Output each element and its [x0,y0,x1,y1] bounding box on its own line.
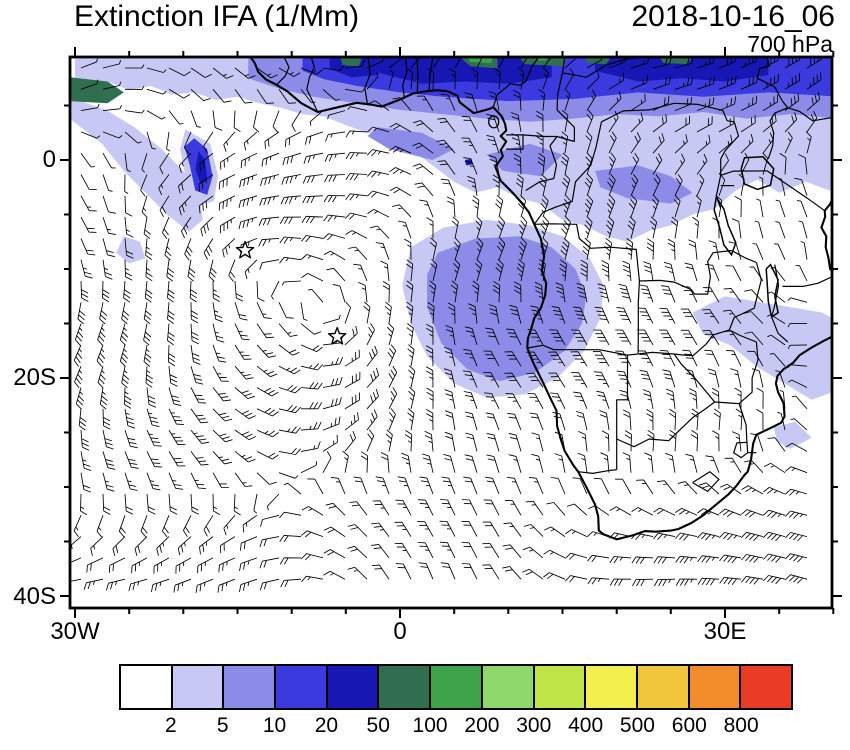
colorbar-boundary-label: 10 [262,714,287,737]
colorbar-cell-2 [222,664,277,710]
x-axis-label-0: 0 [393,618,407,645]
y-axis-label-40s: 40S [13,583,56,610]
star-marker [327,326,347,345]
colorbar [119,664,793,710]
colorbar-boundary-label: 400 [568,714,604,737]
colorbar-cell-8 [532,664,587,710]
wind-barbs [70,57,823,593]
colorbar-boundary-label: 600 [671,714,707,737]
extinction-shaded-region [378,57,552,84]
colorbar-boundary-label: 200 [464,714,500,737]
colorbar-cell-6 [429,664,483,710]
extinction-shaded-region [70,77,124,104]
extinction-shaded-region [660,57,693,65]
extinction-shaded-region [595,165,693,204]
colorbar-cell-12 [739,664,793,710]
extinction-shaded-region [116,236,146,264]
colorbar-cell-1 [170,664,225,710]
extinction-shaded-region [195,151,208,184]
x-axis-label-30e: 30E [703,618,747,645]
extinction-shaded-region [519,57,568,67]
extinction-shaded-region [584,57,612,65]
extinction-shaded-region [367,127,455,160]
colorbar-labels: 2 5 10 20 50 100 200 300 400 500 600 800 [119,714,793,740]
bioko-island-outline [488,115,500,129]
colorbar-boundary-label: 20 [314,714,339,737]
star-marker [235,240,255,259]
extinction-shaded-region [595,57,769,82]
colorbar-boundary-label: 300 [516,714,552,737]
colorbar-boundary-label: 800 [723,714,759,737]
colorbar-boundary-label: 100 [412,714,448,737]
colorbar-boundary-label: 500 [619,714,655,737]
colorbar-boundary-label: 50 [366,714,390,737]
x-axis-label-30w: 30W [50,618,100,645]
extinction-shaded-region [427,236,587,382]
plot-datetime: 2018-10-16_06 [631,0,835,33]
extinction-shaded-region [340,57,363,67]
map-content [70,57,832,593]
plot-title: Extinction IFA (1/Mm) [74,0,360,33]
extinction-shaded-region [773,421,812,449]
extinction-shaded-region [692,296,832,400]
colorbar-boundary-label: 5 [216,714,229,737]
country-borders [276,57,832,492]
extinction-shaded-region [70,96,203,232]
y-axis-label-0: 0 [42,146,56,173]
extinction-shaded-region [467,57,494,63]
pressure-level-label: 700 hPa [747,31,833,57]
colorbar-cell-9 [584,664,638,710]
colorbar-cell-10 [635,664,690,710]
colorbar-cell-0 [119,664,173,710]
colorbar-cell-7 [480,664,535,710]
colorbar-boundary-label: 2 [165,714,177,737]
axis-ticks [60,47,842,618]
map-frame [68,55,834,610]
colorbar-cell-11 [687,664,742,710]
colorbar-cell-3 [274,664,328,710]
colorbar-cell-5 [377,664,432,710]
lake-outlines [713,155,779,319]
y-axis-label-20s: 20S [13,364,56,391]
colorbar-cell-4 [325,664,380,710]
